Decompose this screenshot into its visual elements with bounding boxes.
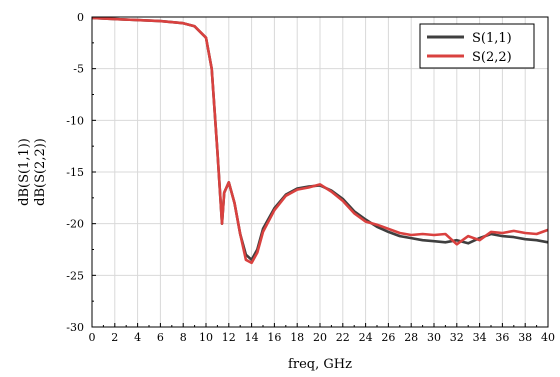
- x-tick-label: 14: [245, 331, 259, 344]
- x-tick-label: 34: [473, 331, 487, 344]
- x-tick-label: 36: [495, 331, 509, 344]
- x-tick-label: 32: [450, 331, 464, 344]
- y-axis-label-s22: dB(S(2,2)): [33, 138, 48, 206]
- x-tick-label: 40: [541, 331, 555, 344]
- x-tick-label: 0: [89, 331, 96, 344]
- x-tick-label: 18: [290, 331, 304, 344]
- y-tick-label: -5: [73, 63, 84, 76]
- grid-layer: [92, 17, 548, 327]
- x-tick-label: 20: [313, 331, 327, 344]
- x-tick-label: 2: [111, 331, 118, 344]
- x-tick-label: 10: [199, 331, 213, 344]
- x-tick-label: 26: [381, 331, 395, 344]
- y-tick-label: -25: [66, 269, 84, 282]
- y-axis-label-group: dB(S(1,1)) dB(S(2,2)): [17, 138, 48, 206]
- y-tick-label: -10: [66, 114, 84, 127]
- ticks-layer: 0 2 4 6 8 10 12 14 16 18 20 22 24 26 28 30 32 34 36 38 400-5…: [66, 11, 555, 344]
- x-axis-label: freq, GHz: [288, 357, 352, 372]
- legend-box: [419, 23, 535, 69]
- x-tick-label: 6: [157, 331, 164, 344]
- x-tick-label: 8: [180, 331, 187, 344]
- x-tick-label: 12: [222, 331, 236, 344]
- x-tick-label: 30: [427, 331, 441, 344]
- x-tick-label: 16: [267, 331, 281, 344]
- x-tick-label: 22: [336, 331, 350, 344]
- x-tick-label: 28: [404, 331, 418, 344]
- y-tick-label: -20: [66, 218, 84, 231]
- legend-label-2: S(2,2): [472, 50, 512, 65]
- y-tick-label: -15: [66, 166, 84, 179]
- series-line-2: [91, 16, 549, 265]
- x-tick-label: 4: [134, 331, 141, 344]
- legend: S(1,1) S(2,2): [419, 23, 535, 69]
- x-tick-label: 38: [518, 331, 532, 344]
- legend-label-1: S(1,1): [472, 31, 512, 46]
- y-axis-label-s11: dB(S(1,1)): [17, 138, 32, 206]
- y-tick-label: 0: [77, 11, 84, 24]
- y-tick-label: -30: [66, 321, 84, 334]
- series-layer: [91, 16, 549, 265]
- x-tick-label: 24: [359, 331, 373, 344]
